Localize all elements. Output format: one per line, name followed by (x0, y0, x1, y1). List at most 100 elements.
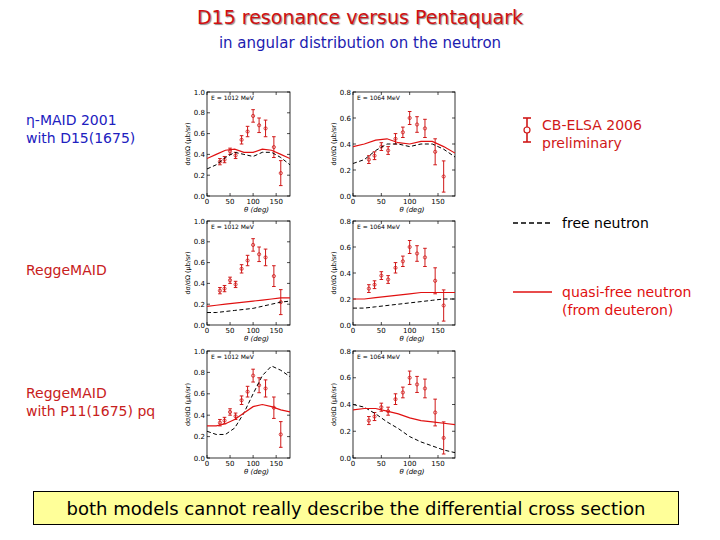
y-tick (207, 415, 210, 416)
x-tick-label: 0 (351, 198, 355, 206)
data-area (207, 366, 290, 447)
x-tick-label: 0 (205, 327, 209, 335)
y-tick-label: 0.2 (340, 428, 351, 436)
panel: 0.00.20.40.60.8050100150θ (deg)dσ/dΩ (μb… (330, 218, 455, 344)
y-tick-label: 0.2 (194, 433, 205, 441)
data-point (394, 394, 398, 405)
x-tick (353, 193, 354, 196)
data-area (353, 112, 455, 193)
y-tick (353, 431, 356, 432)
panel-title: E = 1012 MeV (211, 94, 255, 101)
data-point (228, 277, 232, 283)
y-tick-label: 0.0 (194, 193, 205, 201)
y-tick (452, 92, 455, 93)
y-tick (353, 196, 356, 197)
y-tick (287, 393, 290, 394)
data-point (257, 247, 261, 262)
y-tick-label: 0.6 (194, 390, 206, 398)
y-tick-label: 0.4 (340, 401, 352, 409)
panel-title: E = 1064 MeV (357, 353, 401, 360)
x-tick-label: 50 (377, 327, 386, 335)
x-tick (276, 221, 277, 224)
data-point (240, 265, 244, 273)
x-tick (207, 92, 208, 95)
y-tick-label: 0.2 (194, 172, 205, 180)
plot-frame (353, 221, 455, 325)
x-tick (438, 322, 439, 325)
x-tick-label: 50 (226, 460, 235, 468)
y-tick (353, 273, 356, 274)
x-axis-label: θ (deg) (399, 206, 424, 214)
data-point (423, 119, 427, 137)
x-tick-label: 150 (269, 327, 282, 335)
x-tick-label: 100 (246, 327, 259, 335)
y-tick (287, 415, 290, 416)
y-tick-label: 1.0 (194, 348, 205, 356)
y-tick (207, 196, 210, 197)
x-tick (353, 221, 354, 224)
y-tick-label: 0.0 (340, 322, 351, 330)
x-tick (353, 92, 354, 95)
data-point (264, 120, 268, 137)
y-tick (207, 262, 210, 263)
x-tick (276, 351, 277, 354)
x-tick-label: 100 (246, 198, 259, 206)
row-label: ReggeMAID (26, 262, 107, 278)
data-point (373, 413, 377, 421)
y-tick-label: 0.8 (340, 348, 351, 356)
x-tick-label: 100 (246, 460, 259, 468)
y-tick (452, 377, 455, 378)
slide-title: D15 resonance versus Pentaquark (0, 6, 720, 28)
x-axis-label: θ (deg) (244, 206, 269, 214)
y-tick (353, 144, 356, 145)
y-tick (452, 431, 455, 432)
x-tick (381, 455, 382, 458)
data-point (423, 248, 427, 266)
y-tick-label: 0.2 (340, 167, 351, 175)
x-tick-label: 100 (403, 327, 416, 335)
y-tick-label: 0.8 (194, 109, 205, 117)
y-tick (287, 221, 290, 222)
x-tick (253, 322, 254, 325)
x-tick-label: 150 (269, 198, 282, 206)
y-tick (287, 351, 290, 352)
y-axis-label: dσ/dΩ (μb/sr) (184, 122, 192, 165)
y-tick (353, 247, 356, 248)
x-tick-label: 150 (431, 198, 444, 206)
y-tick (207, 175, 210, 176)
data-point (408, 112, 412, 125)
solid-curve (207, 298, 290, 306)
x-tick (409, 221, 410, 224)
y-tick-label: 0.6 (194, 259, 206, 267)
y-tick (287, 133, 290, 134)
data-point (246, 255, 250, 265)
dashed-curve (353, 144, 455, 164)
y-tick-label: 0.2 (340, 296, 351, 304)
x-tick-label: 150 (431, 327, 444, 335)
y-tick-label: 0.4 (340, 141, 352, 149)
data-area (207, 239, 290, 315)
slide-canvas: 0.00.20.40.60.81.0050100150θ (deg)dσ/dΩ … (0, 0, 720, 540)
data-point (367, 285, 371, 293)
y-tick-label: 0.6 (340, 374, 352, 382)
y-tick (287, 92, 290, 93)
y-tick-label: 0.8 (194, 238, 205, 246)
y-tick (452, 404, 455, 405)
y-tick-label: 0.8 (340, 89, 351, 97)
data-point (442, 161, 446, 192)
x-tick (409, 455, 410, 458)
y-axis-label: dσ/dΩ (μb/sr) (330, 383, 338, 426)
y-tick (207, 304, 210, 305)
data-point (218, 288, 222, 294)
y-tick-label: 0.0 (340, 455, 351, 463)
data-point (240, 136, 244, 144)
data-point (401, 387, 405, 398)
y-tick (287, 154, 290, 155)
x-axis-label: θ (deg) (244, 335, 269, 343)
legend-label: quasi-free neutron (from deuteron) (562, 283, 712, 319)
y-tick (353, 351, 356, 352)
x-tick-label: 150 (431, 460, 444, 468)
y-axis-label: dσ/dΩ (μb/sr) (184, 383, 192, 426)
y-tick (353, 221, 356, 222)
data-point (386, 147, 390, 155)
